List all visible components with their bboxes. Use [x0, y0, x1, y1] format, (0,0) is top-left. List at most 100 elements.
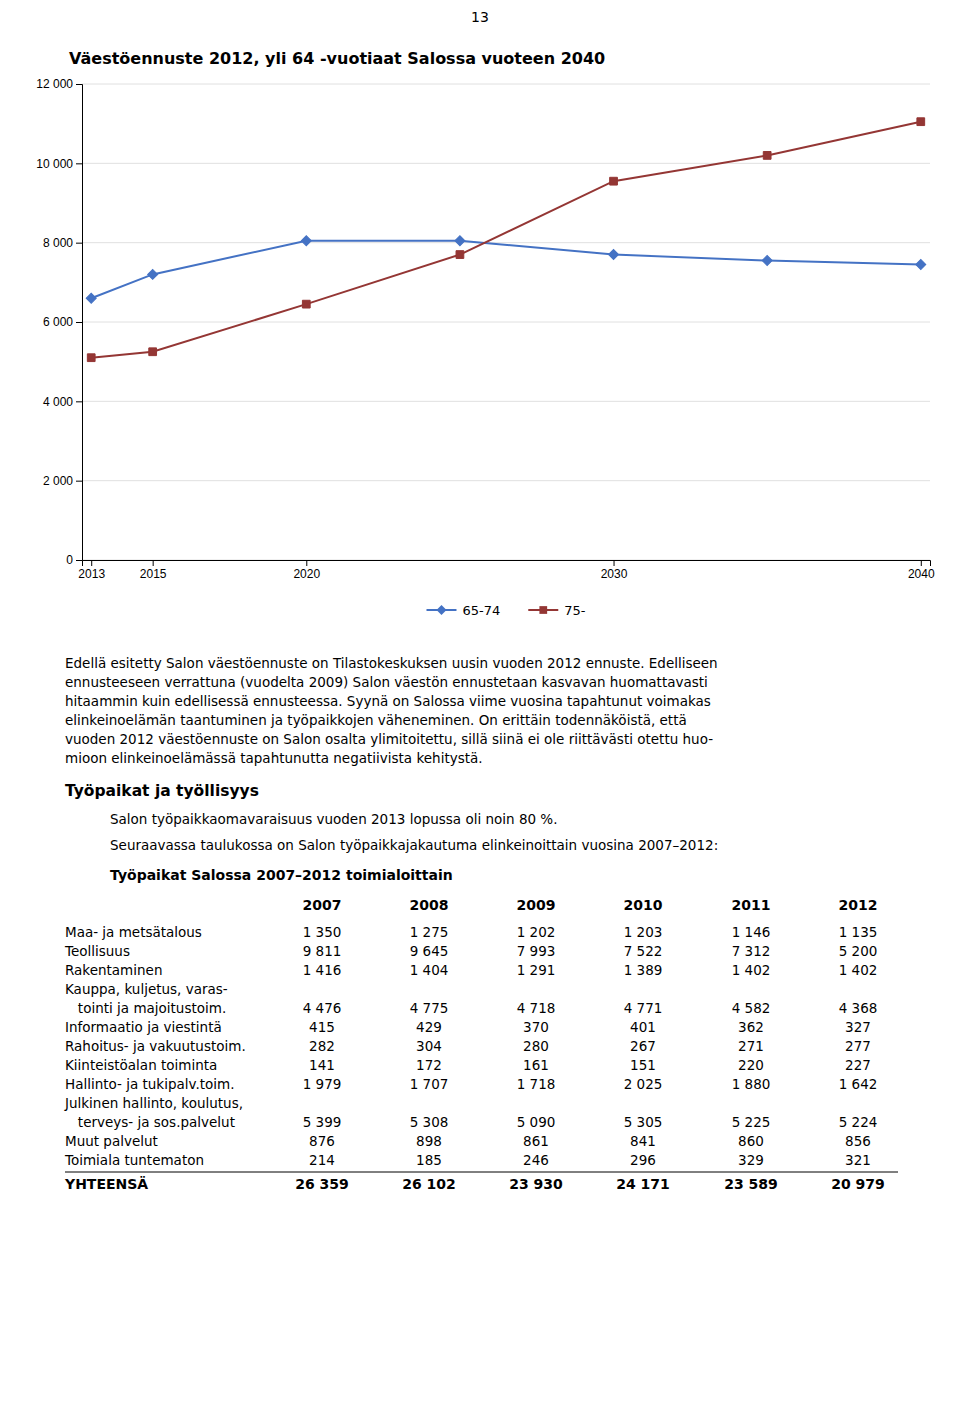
x-tick-label: 2030 [601, 567, 628, 581]
grid-line [82, 163, 930, 164]
table-cell: 841 [630, 1133, 656, 1149]
table-cell: 1 146 [732, 924, 771, 940]
chart-title: Väestöennuste 2012, yli 64 -vuotiaat Sal… [69, 49, 605, 68]
plot [86, 118, 926, 362]
table-cell: 4 476 [303, 1000, 342, 1016]
table-cell: 151 [630, 1057, 656, 1073]
y-tick-label: 12 000 [36, 77, 73, 91]
table-cell: 4 775 [410, 1000, 449, 1016]
page: 13 Väestöennuste 2012, yli 64 -vuotiaat S… [0, 0, 960, 1405]
table-cell: 5 399 [303, 1114, 342, 1130]
grid [82, 84, 930, 560]
table-row-label: Kiinteistöalan toiminta [65, 1057, 217, 1073]
table-cell: 1 402 [732, 962, 771, 978]
series-marker [301, 236, 311, 246]
table-cell: 1 389 [624, 962, 663, 978]
legend-item: 65-74 [426, 603, 500, 618]
table-cell: 362 [738, 1019, 764, 1035]
y-tick-label: 0 [66, 553, 73, 567]
table-cell: 370 [523, 1019, 549, 1035]
x-tick-label: 2013 [78, 567, 105, 581]
x-axis: 2013 2015 2020 2030 2040 [78, 560, 935, 581]
series-marker [916, 259, 926, 269]
table-total-label: YHTEENSÄ [64, 1176, 148, 1192]
table-cell: 1 275 [410, 924, 449, 940]
series-marker [763, 152, 771, 160]
series-line [91, 122, 921, 358]
x-tick: 2015 [140, 560, 167, 581]
y-axis: 02 0004 0006 0008 00010 00012 000 [36, 77, 82, 567]
table-cell: 304 [416, 1038, 442, 1054]
table-cell: 429 [416, 1019, 442, 1035]
x-tick: 2040 [908, 560, 935, 581]
y-tick-label: 2 000 [43, 474, 73, 488]
series-marker [86, 293, 96, 303]
table-column-header: 2011 [732, 897, 771, 913]
x-tick-mark [153, 560, 154, 566]
table-cell: 5 225 [732, 1114, 771, 1130]
table-cell: 9 645 [410, 943, 449, 959]
page-number: 13 [471, 9, 489, 25]
table-total-cell: 26 102 [402, 1176, 456, 1192]
table-row-label: Maa- ja metsätalous [65, 924, 202, 940]
table-cell: 9 811 [303, 943, 342, 959]
table-cell: 1 642 [839, 1076, 878, 1092]
table-column-header: 2009 [517, 897, 556, 913]
table-cell: 5 308 [410, 1114, 449, 1130]
table-row-label: Julkinen hallinto, koulutus, [64, 1095, 243, 1111]
y-tick-label: 8 000 [43, 236, 73, 250]
paragraph: Salon työpaikkaomavaraisuus vuoden 2013 … [110, 811, 558, 827]
x-tick: 2013 [78, 560, 105, 581]
y-tick-mark [76, 163, 82, 164]
table-total-cell: 23 589 [724, 1176, 778, 1192]
table-row-label: Muut palvelut [65, 1133, 158, 1149]
series-marker [610, 177, 618, 185]
paragraph-line: mioon elinkeinoelämässä tapahtunutta neg… [65, 750, 483, 766]
x-tick-label: 2020 [293, 567, 320, 581]
y-axis-line [76, 85, 83, 561]
y-tick-label: 6 000 [43, 315, 73, 329]
table-cell: 4 718 [517, 1000, 556, 1016]
grid-line [82, 401, 930, 402]
table-column-header: 2010 [624, 897, 663, 913]
series-marker [455, 236, 465, 246]
series-marker [149, 348, 157, 356]
table-row-label: Teollisuus [64, 943, 130, 959]
table-cell: 1 350 [303, 924, 342, 940]
series-marker [456, 251, 464, 259]
table-cell: 4 582 [732, 1000, 771, 1016]
table-cell: 861 [523, 1133, 549, 1149]
table-cell: 329 [738, 1152, 764, 1168]
series-line [91, 241, 921, 299]
y-tick: 2 000 [43, 474, 82, 488]
table-row-label: Informaatio ja viestintä [65, 1019, 222, 1035]
table-cell: 4 368 [839, 1000, 878, 1016]
grid-line [82, 480, 930, 481]
table-cell: 1 979 [303, 1076, 342, 1092]
table-cell: 415 [309, 1019, 335, 1035]
table-cell: 277 [845, 1038, 871, 1054]
table-total-cell: 24 171 [616, 1176, 670, 1192]
table-cell: 7 312 [732, 943, 771, 959]
table-cell: 227 [845, 1057, 871, 1073]
table-cell: 246 [523, 1152, 549, 1168]
series-marker [87, 354, 95, 362]
x-tick-label: 2040 [908, 567, 935, 581]
table-cell: 860 [738, 1133, 764, 1149]
chart: 2013201520202030204002 0004 0006 0008 00… [36, 77, 935, 580]
y-tick-mark [76, 84, 82, 85]
y-tick: 8 000 [43, 236, 82, 250]
table-cell: 5 224 [839, 1114, 878, 1130]
table-cell: 1 135 [839, 924, 878, 940]
table-cell: 280 [523, 1038, 549, 1054]
table-cell: 5 090 [517, 1114, 556, 1130]
table-cell: 1 402 [839, 962, 878, 978]
x-axis-line [83, 561, 931, 567]
legend-label: 65-74 [462, 603, 500, 618]
legend-label: 75- [564, 603, 586, 618]
x-tick-mark [921, 560, 922, 566]
table-column-header: 2012 [839, 897, 878, 913]
series [86, 236, 926, 304]
paragraph-line: hitaammin kuin edellisessä ennusteessa. … [65, 693, 711, 709]
table-row-label: Kauppa, kuljetus, varas- [65, 981, 228, 997]
